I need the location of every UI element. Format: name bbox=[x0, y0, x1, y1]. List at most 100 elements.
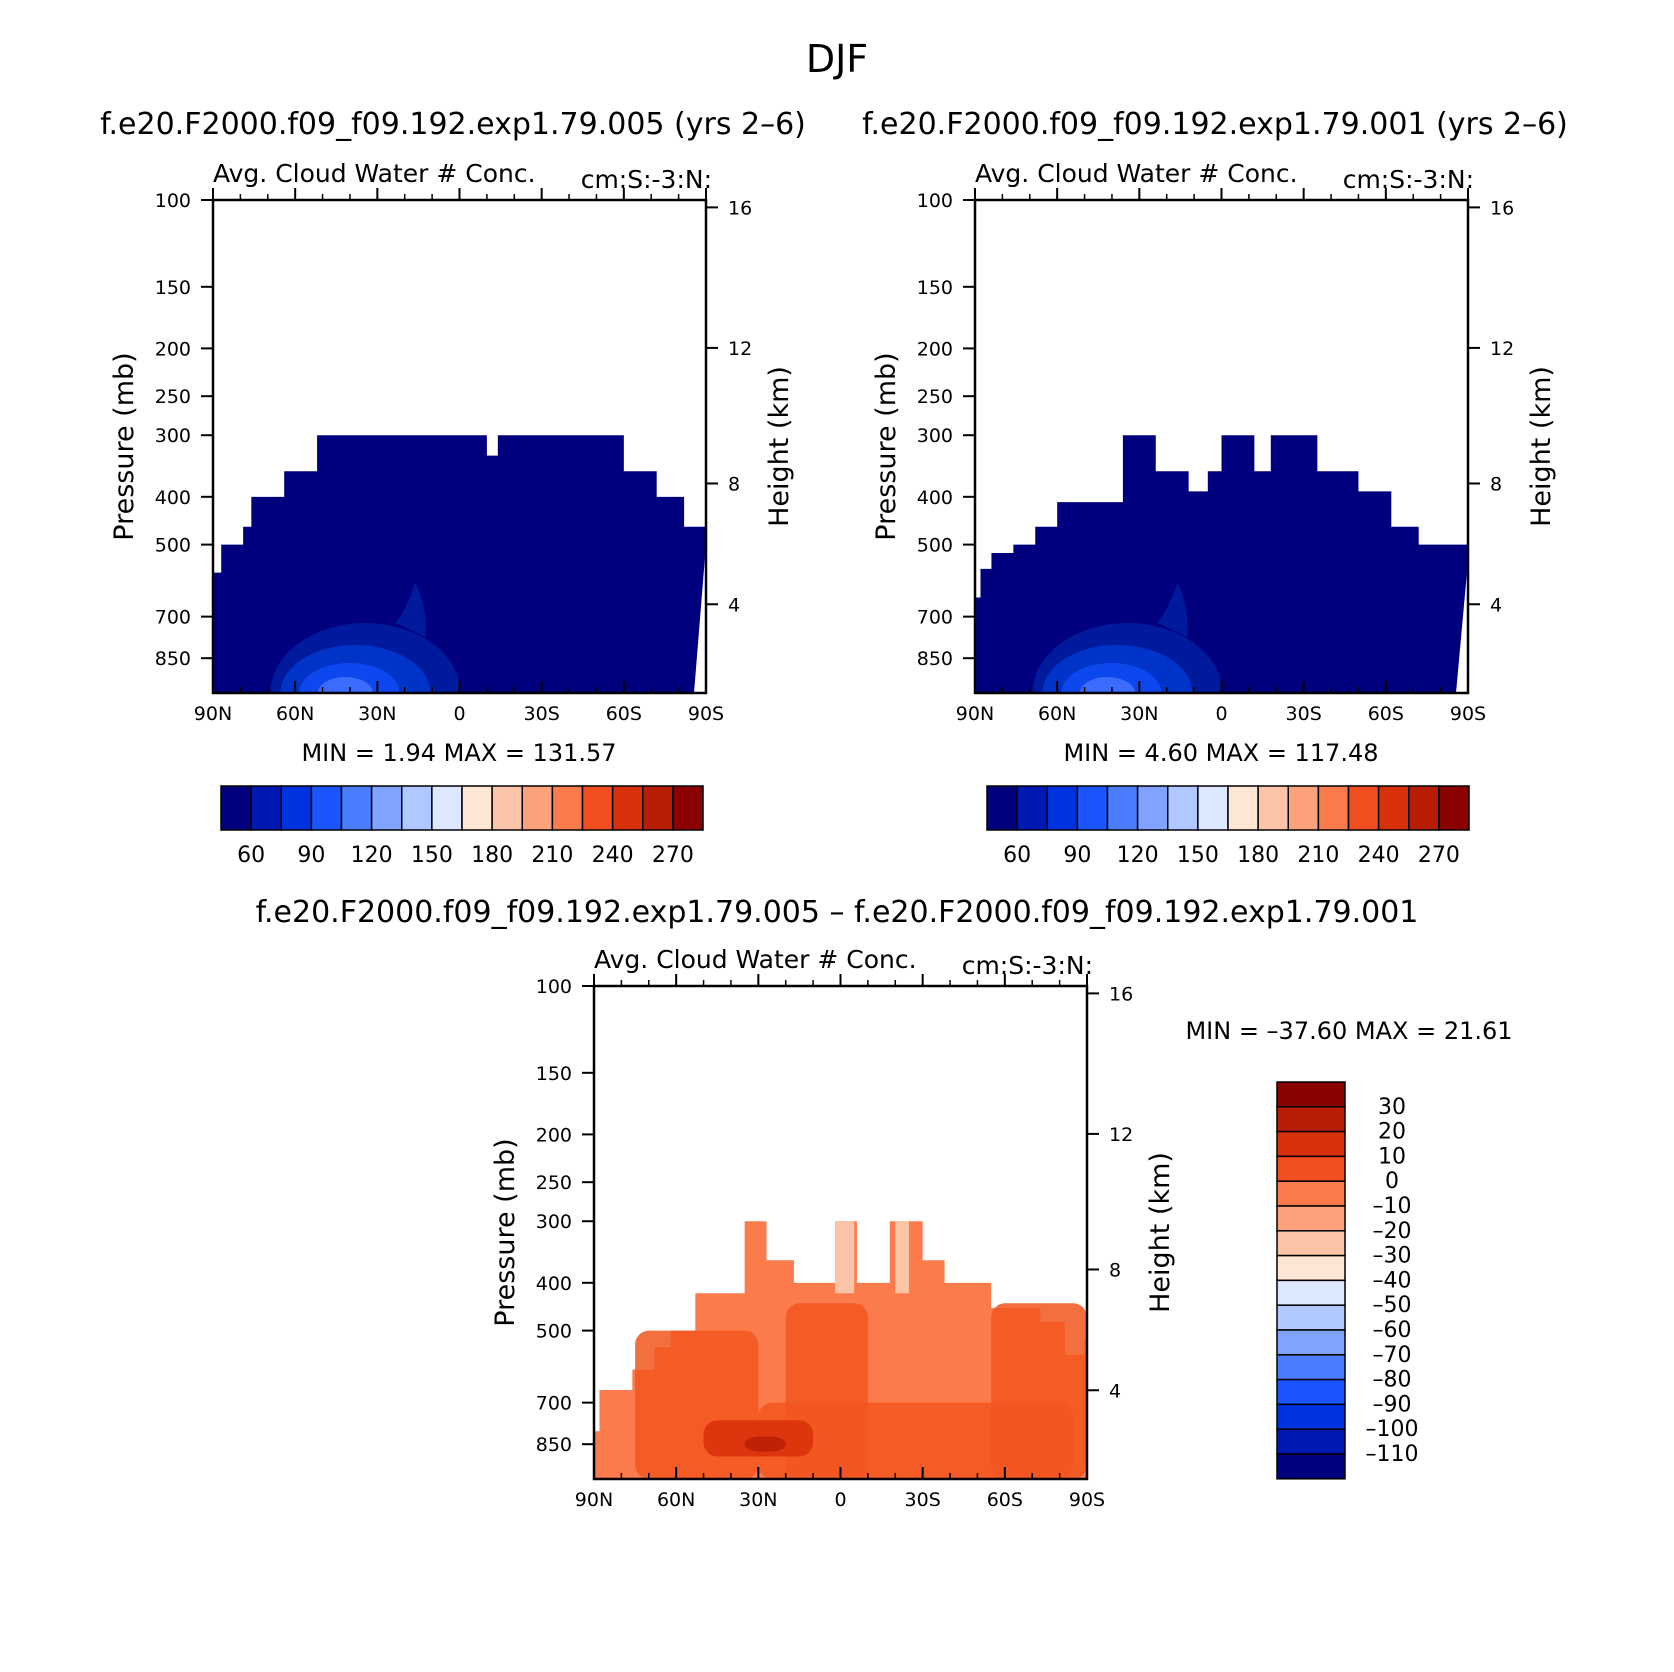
y-tick-label: 850 bbox=[536, 1434, 572, 1456]
cloud-maximum-contour bbox=[1079, 677, 1135, 693]
y-right-tick-label: 8 bbox=[1109, 1259, 1121, 1281]
colorbar-swatch bbox=[1276, 1130, 1346, 1158]
y-right-tick-label: 8 bbox=[728, 473, 740, 495]
y-tick-label: 500 bbox=[536, 1321, 572, 1343]
colorbar-label: 210 bbox=[1297, 843, 1339, 868]
colorbar-swatch bbox=[642, 785, 674, 831]
minmax-readout: MIN = –37.60 MAX = 21.61 bbox=[1185, 1017, 1512, 1045]
y-tick-label: 200 bbox=[155, 338, 191, 360]
y-right-axis-label: Height (km) bbox=[1145, 1152, 1176, 1313]
colorbar-swatch bbox=[986, 785, 1018, 831]
colorbar-swatch bbox=[280, 785, 313, 831]
panel-2: 90N 60N 30N 0 30S 60S 90S 100 150 200 250 300 400 500… bbox=[490, 945, 1176, 1511]
panel-subtitle-right: cm:S:-3:N: bbox=[581, 165, 712, 194]
colorbar-label: 150 bbox=[1177, 843, 1219, 868]
x-tick-label: 30N bbox=[1120, 703, 1158, 725]
colorbar-label: –90 bbox=[1373, 1392, 1412, 1417]
colorbar-0: 60 90 120 150 180 210 240 270 bbox=[220, 785, 704, 868]
colorbar-label: 210 bbox=[531, 843, 573, 868]
colorbar-label: –50 bbox=[1373, 1293, 1412, 1318]
y-right-tick-label: 4 bbox=[1490, 594, 1502, 616]
colorbar-label: 20 bbox=[1378, 1120, 1406, 1145]
colorbar-label: –10 bbox=[1373, 1194, 1412, 1219]
colorbar-label: 180 bbox=[471, 843, 513, 868]
colorbar-label: 10 bbox=[1378, 1144, 1406, 1169]
difference-positive-patch bbox=[758, 1402, 1074, 1479]
colorbar-swatch bbox=[1227, 785, 1259, 831]
field-layer bbox=[594, 1221, 1087, 1479]
colorbar-swatch bbox=[1276, 1403, 1346, 1430]
colorbar-swatch bbox=[1016, 785, 1048, 831]
x-tick-label: 60S bbox=[1368, 703, 1404, 725]
colorbar-swatch bbox=[1317, 785, 1350, 831]
colorbar-label: –40 bbox=[1373, 1268, 1412, 1293]
x-tick-label: 90S bbox=[1450, 703, 1486, 725]
colorbar-label: 240 bbox=[1358, 843, 1400, 868]
panel-0: 90N 60N 30N 0 30S 60S 90S 100 150 200 250 300 400 500… bbox=[109, 159, 795, 725]
y-tick-label: 200 bbox=[536, 1124, 572, 1146]
x-tick-label: 60N bbox=[657, 1489, 695, 1511]
field-layer bbox=[975, 435, 1468, 693]
x-tick-label: 60N bbox=[276, 703, 314, 725]
colorbar-swatch bbox=[370, 785, 403, 831]
colorbar-swatch bbox=[1276, 1279, 1346, 1306]
x-tick-label: 90N bbox=[194, 703, 232, 725]
colorbar-swatch bbox=[1377, 785, 1410, 831]
colorbar-swatch bbox=[1276, 1378, 1346, 1406]
x-tick-label: 30S bbox=[1286, 703, 1322, 725]
y-right-tick-label: 8 bbox=[1490, 473, 1502, 495]
difference-positive-patch bbox=[744, 1436, 786, 1452]
y-tick-label: 100 bbox=[917, 190, 953, 212]
y-tick-label: 150 bbox=[536, 1063, 572, 1085]
colorbar-swatch bbox=[431, 785, 463, 831]
colorbar-swatch bbox=[1106, 785, 1139, 831]
panel-title-diff: f.e20.F2000.f09_f09.192.exp1.79.005 – f.… bbox=[256, 895, 1419, 930]
y-tick-label: 700 bbox=[917, 607, 953, 629]
colorbar-swatch bbox=[1276, 1453, 1346, 1480]
colorbar-swatch bbox=[1076, 785, 1109, 831]
colorbar-swatch bbox=[250, 785, 282, 831]
x-tick-label: 30S bbox=[905, 1489, 941, 1511]
x-tick-label: 30S bbox=[524, 703, 560, 725]
colorbar-swatch bbox=[551, 785, 584, 831]
colorbar-swatch bbox=[1408, 785, 1440, 831]
y-right-tick-label: 12 bbox=[728, 338, 752, 360]
colorbar-swatch bbox=[1136, 785, 1169, 831]
colorbar-swatch bbox=[581, 785, 614, 831]
x-tick-label: 60S bbox=[987, 1489, 1023, 1511]
y-axis-label: Pressure (mb) bbox=[490, 1138, 521, 1326]
colorbar-swatch bbox=[1046, 785, 1079, 831]
colorbar-label: 90 bbox=[297, 843, 325, 868]
y-tick-label: 200 bbox=[917, 338, 953, 360]
y-tick-label: 850 bbox=[917, 648, 953, 670]
difference-positive-patch bbox=[635, 1330, 759, 1479]
colorbar-swatch bbox=[1276, 1230, 1346, 1257]
y-tick-label: 400 bbox=[536, 1273, 572, 1295]
colorbar-label: –100 bbox=[1366, 1417, 1419, 1442]
colorbar-swatch bbox=[461, 785, 493, 831]
colorbar-swatch bbox=[1438, 785, 1470, 831]
colorbar-swatch bbox=[1276, 1354, 1346, 1381]
y-tick-label: 100 bbox=[536, 976, 572, 998]
y-tick-label: 100 bbox=[155, 190, 191, 212]
y-right-tick-label: 12 bbox=[1109, 1124, 1133, 1146]
colorbar-label: –60 bbox=[1373, 1318, 1412, 1343]
colorbar-label: –110 bbox=[1366, 1442, 1419, 1467]
colorbar-swatch bbox=[310, 785, 343, 831]
colorbar-swatch bbox=[1257, 785, 1289, 831]
colorbar-swatch bbox=[1347, 785, 1380, 831]
colorbar-swatch bbox=[1276, 1304, 1346, 1331]
colorbar-swatch bbox=[1276, 1428, 1346, 1455]
y-tick-label: 700 bbox=[155, 607, 191, 629]
colorbar-label: 150 bbox=[411, 843, 453, 868]
y-tick-label: 300 bbox=[917, 425, 953, 447]
colorbar-swatch bbox=[1197, 785, 1229, 831]
colorbar-swatch bbox=[491, 785, 523, 831]
colorbar-label: 120 bbox=[351, 843, 393, 868]
colorbar-swatch bbox=[521, 785, 554, 831]
x-tick-label: 0 bbox=[1215, 703, 1227, 725]
x-tick-label: 30N bbox=[358, 703, 396, 725]
difference-negative-patch bbox=[835, 1221, 855, 1294]
colorbar-label: –30 bbox=[1373, 1244, 1412, 1269]
x-tick-label: 90N bbox=[956, 703, 994, 725]
